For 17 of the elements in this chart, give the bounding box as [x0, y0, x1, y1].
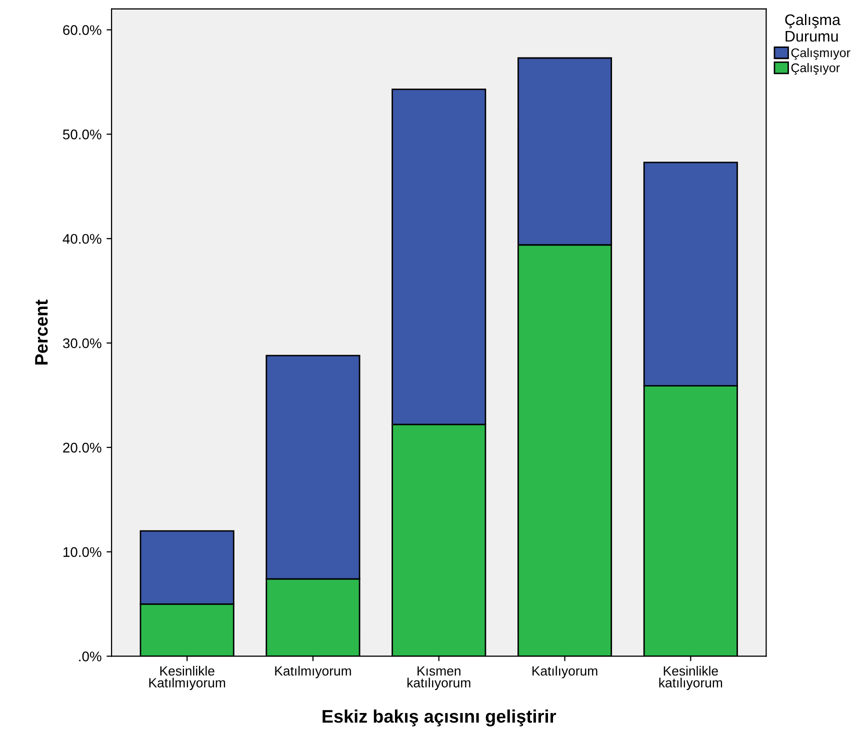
x-tick-label: Kısmen katılıyorum	[407, 666, 470, 690]
y-tick-label: .0%	[79, 652, 102, 662]
legend-label: Çalışmıyor	[791, 48, 850, 60]
y-tick-label: 20.0%	[63, 442, 102, 453]
x-tick-label: Kesinlikle Katılmıyorum	[149, 666, 226, 690]
legend-label: Çalışıyor	[791, 63, 840, 75]
y-tick-label: 50.0%	[62, 130, 102, 140]
x-tick-label: Katılmıyorum	[275, 666, 351, 678]
x-tick-label: Kesinlikle katılıyorum	[659, 666, 722, 690]
y-tick-label: 60.0%	[63, 25, 102, 35]
x-axis-title: Eskiz bakış açısını geliştirir	[322, 709, 556, 726]
y-tick-label: 40.0%	[62, 234, 102, 244]
y-axis-title: Percent	[35, 300, 48, 364]
y-tick-label: 10.0%	[63, 547, 102, 557]
legend-title: Çalışma Durumu	[785, 14, 840, 42]
x-tick-label: Katılıyorum	[532, 666, 598, 678]
y-tick-label: 30.0%	[62, 338, 102, 348]
